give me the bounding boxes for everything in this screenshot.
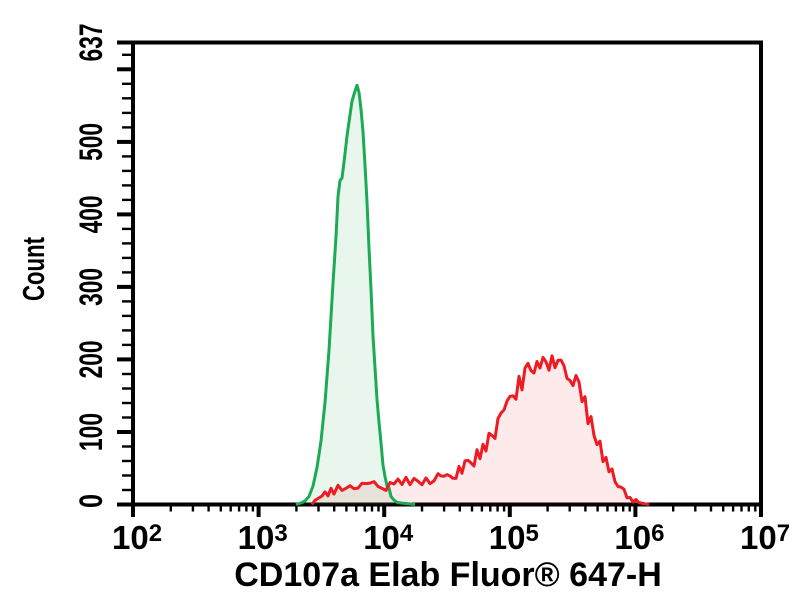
- svg-text:104: 104: [363, 519, 414, 556]
- svg-text:200: 200: [73, 340, 109, 378]
- svg-text:105: 105: [489, 519, 539, 556]
- svg-text:100: 100: [73, 413, 109, 451]
- svg-text:637: 637: [73, 24, 109, 62]
- svg-text:CD107a Elab Fluor® 647-H: CD107a Elab Fluor® 647-H: [234, 556, 662, 594]
- svg-text:103: 103: [238, 519, 288, 556]
- svg-text:300: 300: [73, 268, 109, 306]
- svg-text:0: 0: [73, 494, 109, 508]
- svg-text:106: 106: [614, 519, 664, 556]
- svg-text:400: 400: [73, 195, 109, 233]
- svg-text:Count: Count: [16, 237, 51, 301]
- svg-text:500: 500: [73, 123, 109, 161]
